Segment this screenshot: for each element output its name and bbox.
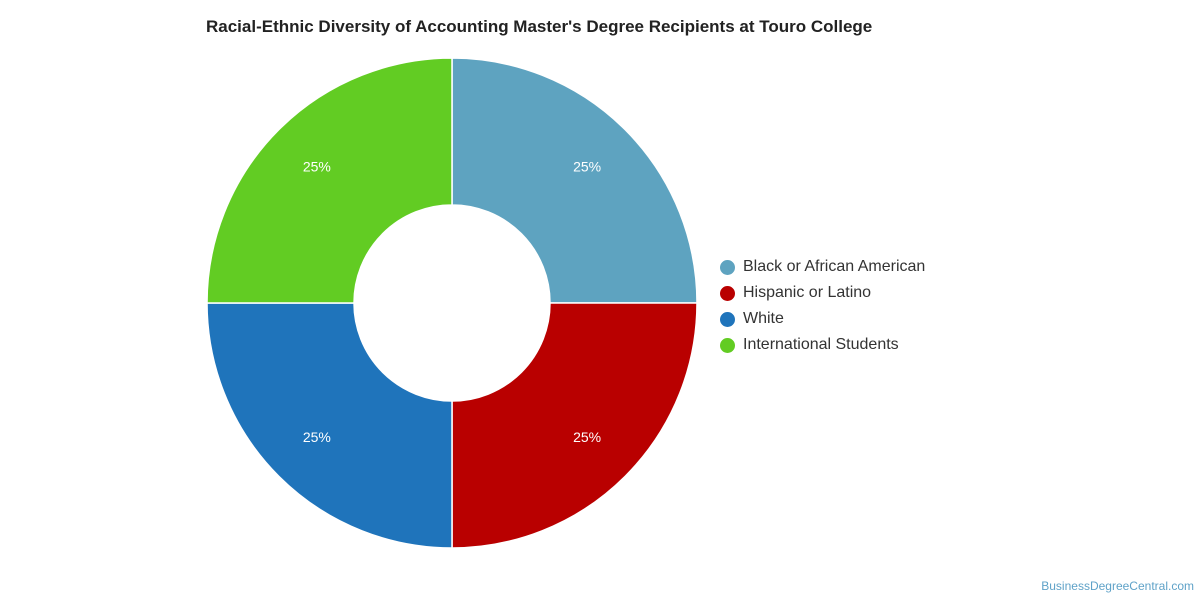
slice-hispanic-or-latino[interactable] bbox=[451, 302, 698, 549]
chart-legend: Black or African American Hispanic or Lat… bbox=[720, 254, 925, 358]
slice-white[interactable] bbox=[206, 302, 453, 549]
legend-item-white[interactable]: White bbox=[720, 306, 925, 332]
legend-label: White bbox=[743, 310, 784, 327]
legend-swatch-icon bbox=[720, 311, 735, 327]
legend-swatch-icon bbox=[720, 285, 735, 301]
legend-swatch-icon bbox=[720, 259, 735, 275]
legend-label: Hispanic or Latino bbox=[743, 284, 872, 301]
slice-international-students[interactable] bbox=[206, 57, 453, 304]
legend-item-international-students[interactable]: International Students bbox=[720, 332, 925, 358]
legend-label: Black or African American bbox=[743, 258, 926, 275]
slice-label-international-students: 25% bbox=[303, 159, 331, 175]
site-credit[interactable]: BusinessDegreeCentral.com bbox=[1041, 579, 1194, 593]
chart-title: Racial-Ethnic Diversity of Accounting Ma… bbox=[206, 17, 873, 36]
legend-label: International Students bbox=[743, 336, 899, 353]
legend-swatch-icon bbox=[720, 337, 735, 353]
slice-label-white: 25% bbox=[303, 429, 331, 445]
slice-label-black-or-african-american: 25% bbox=[573, 159, 601, 175]
legend-item-black-or-african-american[interactable]: Black or African American bbox=[720, 254, 925, 280]
slice-black-or-african-american[interactable] bbox=[451, 57, 698, 304]
slice-label-hispanic-or-latino: 25% bbox=[573, 429, 601, 445]
legend-item-hispanic-or-latino[interactable]: Hispanic or Latino bbox=[720, 280, 925, 306]
